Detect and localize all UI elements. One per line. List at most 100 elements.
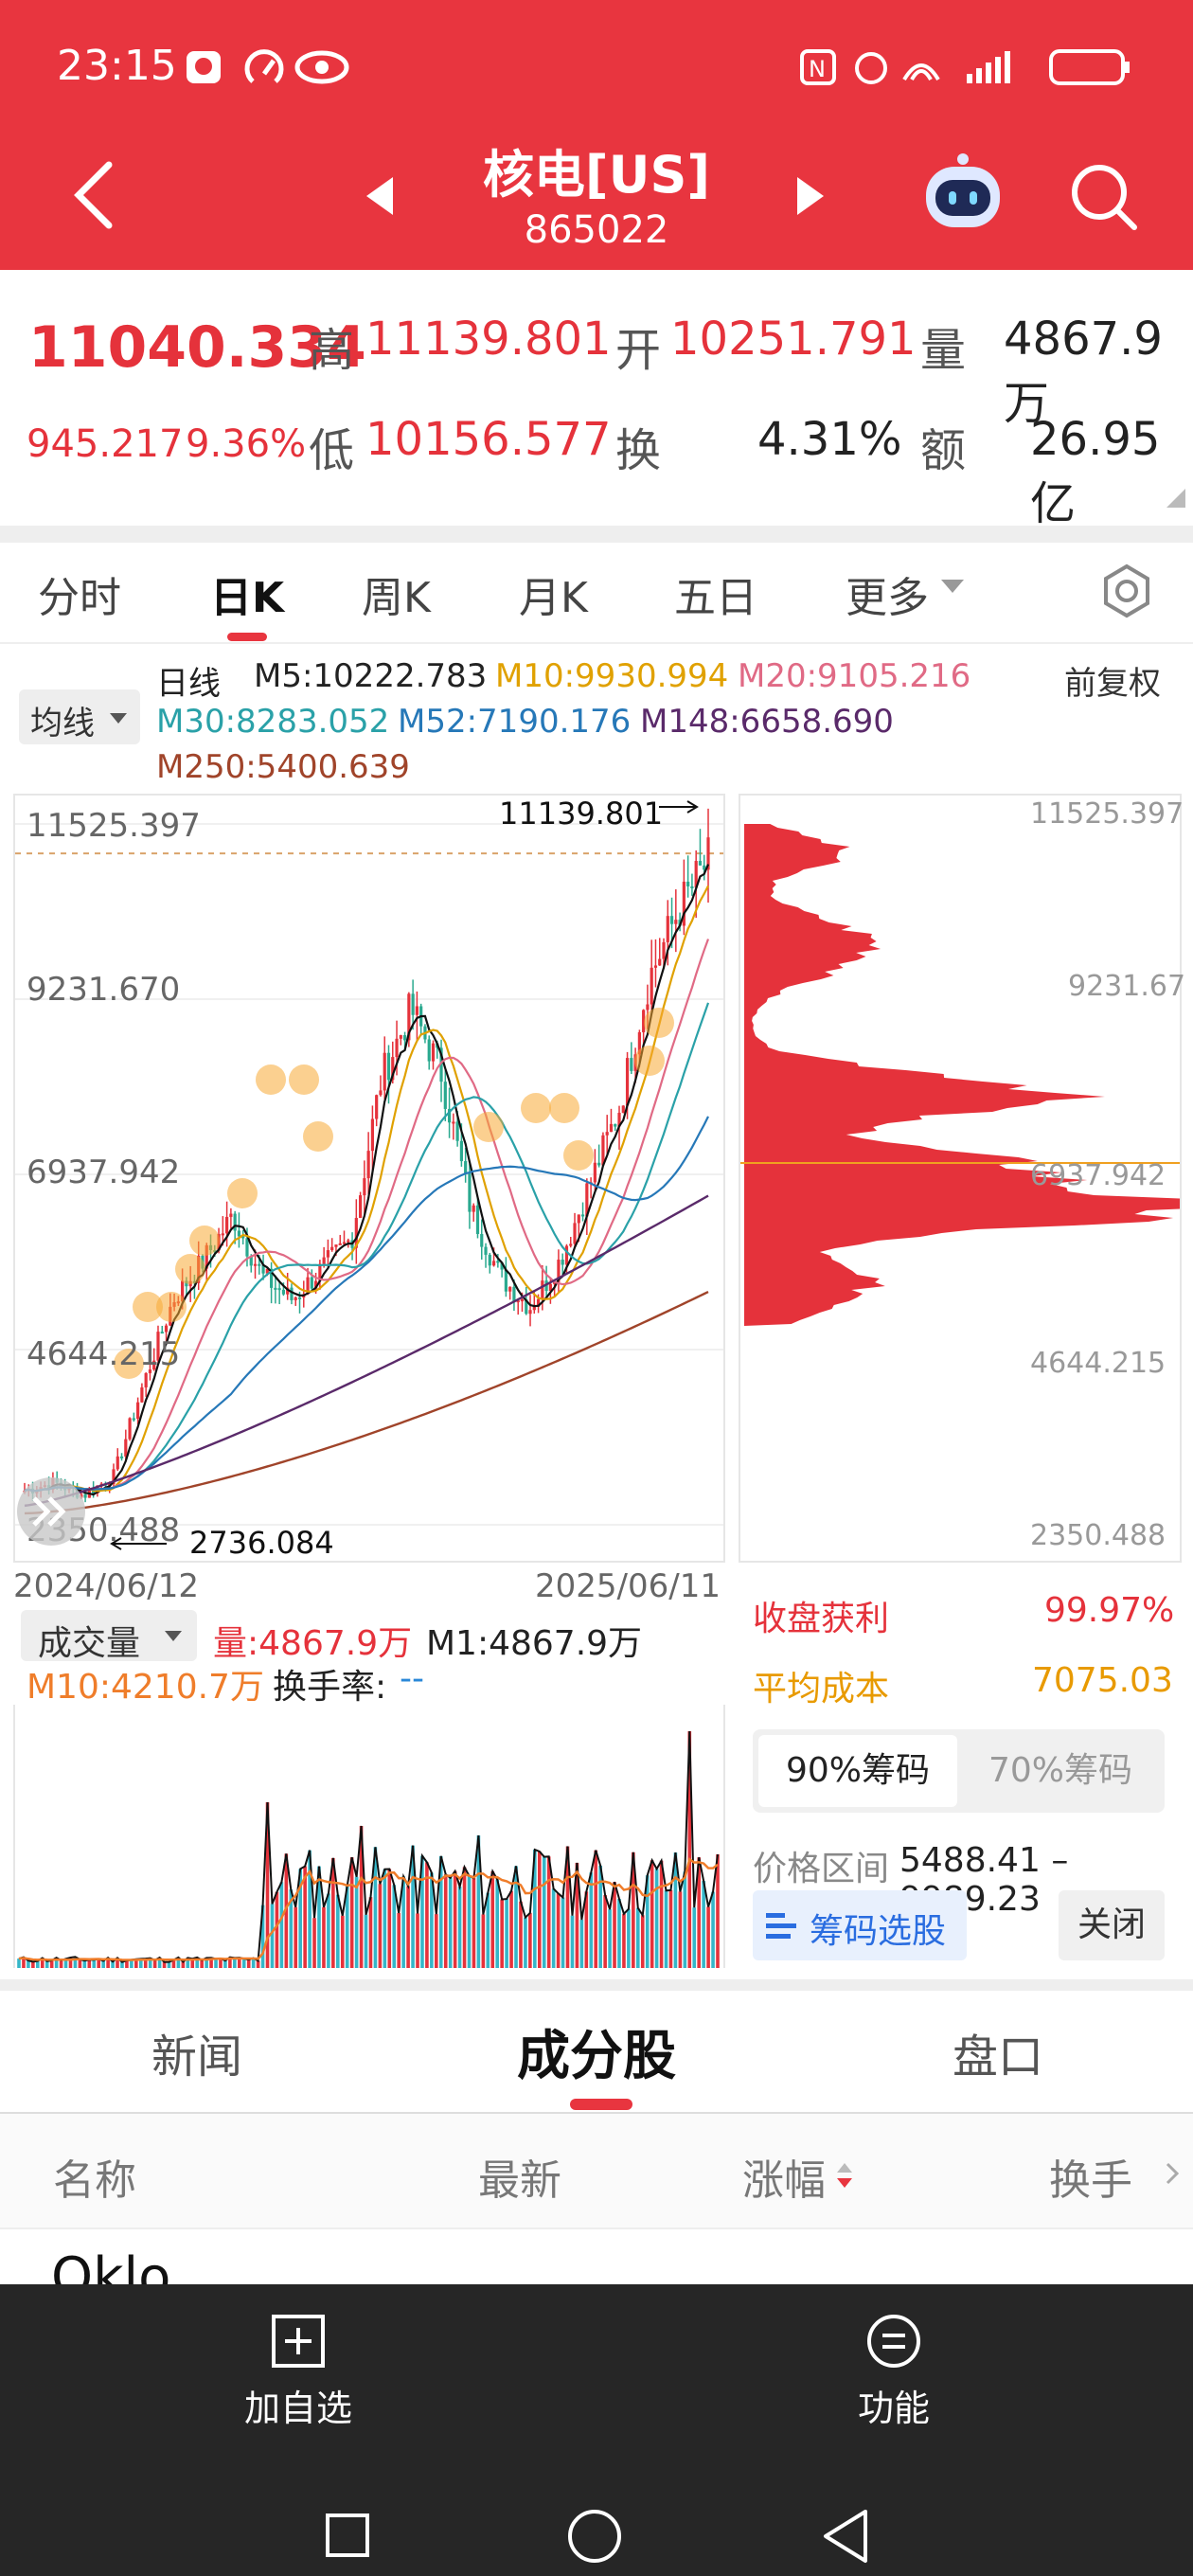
volume-bar [627, 1908, 631, 1968]
candle-body [439, 1047, 443, 1082]
candle-body [407, 993, 411, 1041]
volume-bar [533, 1850, 537, 1968]
expand-corner-icon[interactable] [1166, 489, 1185, 508]
candle-body [703, 865, 706, 870]
ma-m52: M52:7190.176 [398, 703, 632, 741]
volume-chart [13, 1705, 725, 1968]
avg-cost-value: 7075.03 [1032, 1661, 1173, 1700]
tab-intraday[interactable]: 分时 [38, 574, 121, 622]
tab-more[interactable]: 更多 [846, 574, 929, 622]
kline-chart[interactable] [13, 794, 725, 1563]
tab-five-day[interactable]: 五日 [674, 574, 757, 622]
candle-body [160, 1332, 164, 1334]
search-icon[interactable] [1068, 161, 1140, 237]
function-label[interactable]: 功能 [857, 2388, 930, 2429]
volume-bar [130, 1959, 134, 1968]
ma-m148-line [24, 1194, 709, 1508]
tab-70-chips[interactable]: 70%筹码 [988, 1751, 1133, 1790]
volume-bar [692, 1907, 697, 1968]
back-icon[interactable] [71, 159, 118, 235]
start-date: 2024/06/12 [13, 1567, 199, 1605]
close-button[interactable]: 关闭 [1059, 1890, 1165, 1960]
volume-bar [63, 1959, 68, 1968]
volume-bar [181, 1961, 186, 1968]
candle-body [375, 1095, 379, 1119]
candle-body [496, 1261, 500, 1263]
volume-bar [152, 1959, 157, 1968]
signal-marker [549, 1093, 579, 1123]
volume-bar [435, 1914, 438, 1968]
volume-bar [340, 1915, 345, 1968]
volume-indicator-selector[interactable]: 成交量 [21, 1610, 197, 1663]
volume-bar [505, 1899, 508, 1968]
volume-bar [706, 1906, 710, 1968]
candle-body [258, 1263, 261, 1266]
volume-bar [678, 1891, 683, 1968]
candle-body [706, 837, 710, 870]
col-name[interactable]: 名称 [53, 2156, 136, 2205]
chip-select-button[interactable]: 筹码选股 [753, 1890, 967, 1960]
tab-news[interactable]: 新闻 [151, 2030, 243, 2084]
volume-bar [223, 1960, 227, 1968]
candle-body [621, 1105, 625, 1113]
tab-90-chips[interactable]: 90%筹码 [758, 1735, 957, 1807]
candle-body [520, 1299, 525, 1302]
min-arrow-head [110, 1537, 122, 1550]
expand-chart-icon[interactable] [17, 1477, 85, 1546]
sort-icon[interactable] [835, 2161, 854, 2193]
volume-bar [430, 1872, 434, 1968]
prev-stock-icon[interactable] [365, 175, 397, 221]
volume-bar [284, 1853, 289, 1968]
back-nav-icon[interactable] [820, 2508, 871, 2568]
volume-bar [336, 1894, 340, 1968]
robot-assistant-icon[interactable] [920, 152, 1006, 241]
tab-constituents[interactable]: 成分股 [517, 2026, 676, 2087]
volume-bar [697, 1857, 701, 1968]
col-latest[interactable]: 最新 [478, 2156, 561, 2205]
price-change: 945.217 [27, 422, 184, 466]
current-price: 11040.334 [28, 314, 366, 381]
candle-body [379, 1090, 383, 1096]
add-watchlist-label[interactable]: 加自选 [243, 2388, 352, 2429]
function-icon[interactable] [865, 2313, 922, 2373]
candle-body [128, 1418, 132, 1440]
divider [0, 642, 1193, 644]
ma-m10-line [24, 885, 709, 1493]
volume-bar [368, 1897, 373, 1968]
candle-body [593, 1162, 596, 1183]
volume-bar [509, 1890, 513, 1968]
adjust-mode[interactable]: 前复权 [1064, 665, 1161, 703]
tab-order-book[interactable]: 盘口 [953, 2030, 1044, 2084]
candle-body [491, 1261, 496, 1266]
candle-body [459, 1140, 463, 1162]
candle-body [221, 1233, 224, 1236]
list-icon [766, 1913, 796, 1939]
tab-monthly-k[interactable]: 月K [519, 574, 588, 622]
home-icon[interactable] [566, 2508, 623, 2568]
volume-bar [54, 1958, 59, 1968]
volume-bar [237, 1958, 241, 1968]
candle-body [480, 1234, 484, 1247]
col-change[interactable]: 涨幅 [742, 2156, 826, 2205]
candle-body [270, 1268, 274, 1288]
ma-m10: M10:9930.994 [495, 657, 729, 695]
next-stock-icon[interactable] [793, 175, 826, 221]
volume-bar [542, 1856, 546, 1968]
chevron-right-icon[interactable] [1165, 2161, 1180, 2190]
recent-apps-icon[interactable] [324, 2512, 371, 2563]
chip-y-label: 6937.942 [1030, 1159, 1166, 1192]
add-watchlist-icon[interactable] [270, 2313, 327, 2373]
col-turnover[interactable]: 换手 [1049, 2156, 1132, 2205]
ma-selector[interactable]: 均线 [19, 689, 140, 744]
signal-marker [133, 1292, 163, 1322]
volume-bar [354, 1876, 359, 1968]
volume-value: 量:4867.9万 [213, 1624, 413, 1663]
signal-marker [227, 1178, 258, 1208]
settings-icon[interactable] [1098, 563, 1155, 623]
tab-daily-k[interactable]: 日K [210, 574, 285, 622]
volume-bar [383, 1869, 387, 1968]
volume-bar [246, 1959, 251, 1968]
volume-bar [481, 1914, 486, 1968]
status-icons-left [185, 45, 355, 93]
tab-weekly-k[interactable]: 周K [362, 574, 431, 622]
